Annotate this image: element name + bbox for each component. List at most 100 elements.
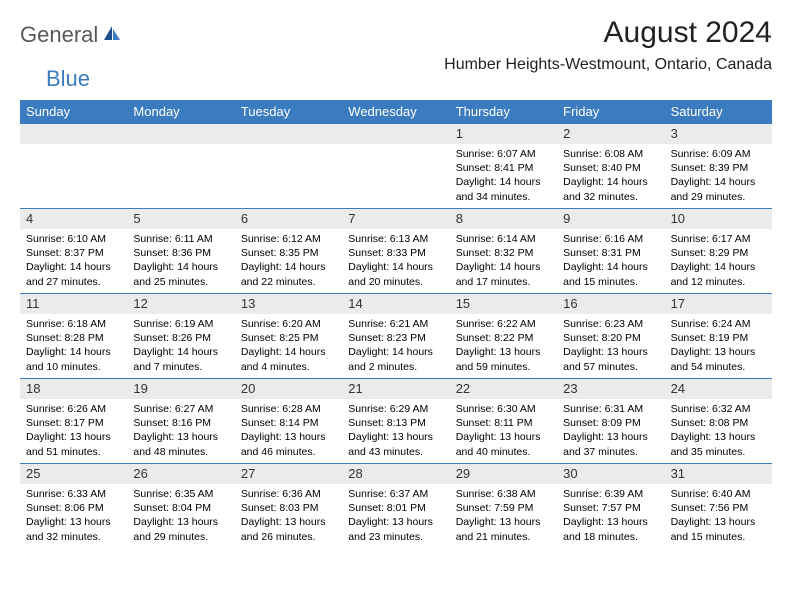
- daylight-text: Daylight: 14 hours and 20 minutes.: [348, 260, 443, 288]
- day-cell: 20Sunrise: 6:28 AMSunset: 8:14 PMDayligh…: [235, 379, 342, 463]
- day-number: 11: [20, 294, 127, 314]
- day-info: Sunrise: 6:12 AMSunset: 8:35 PMDaylight:…: [235, 229, 342, 293]
- day-cell: 5Sunrise: 6:11 AMSunset: 8:36 PMDaylight…: [127, 209, 234, 293]
- day-number: .: [342, 124, 449, 144]
- day-info: Sunrise: 6:09 AMSunset: 8:39 PMDaylight:…: [665, 144, 772, 208]
- day-header-sat: Saturday: [665, 100, 772, 124]
- sunrise-text: Sunrise: 6:09 AM: [671, 147, 766, 161]
- sunrise-text: Sunrise: 6:21 AM: [348, 317, 443, 331]
- day-cell: 15Sunrise: 6:22 AMSunset: 8:22 PMDayligh…: [450, 294, 557, 378]
- daylight-text: Daylight: 14 hours and 29 minutes.: [671, 175, 766, 203]
- sunrise-text: Sunrise: 6:17 AM: [671, 232, 766, 246]
- day-number: 25: [20, 464, 127, 484]
- sunset-text: Sunset: 8:08 PM: [671, 416, 766, 430]
- sunset-text: Sunset: 8:04 PM: [133, 501, 228, 515]
- day-info: Sunrise: 6:40 AMSunset: 7:56 PMDaylight:…: [665, 484, 772, 548]
- day-cell: 13Sunrise: 6:20 AMSunset: 8:25 PMDayligh…: [235, 294, 342, 378]
- day-cell: .: [342, 124, 449, 208]
- sunset-text: Sunset: 8:19 PM: [671, 331, 766, 345]
- sunrise-text: Sunrise: 6:12 AM: [241, 232, 336, 246]
- sunset-text: Sunset: 8:37 PM: [26, 246, 121, 260]
- daylight-text: Daylight: 14 hours and 27 minutes.: [26, 260, 121, 288]
- day-info: Sunrise: 6:13 AMSunset: 8:33 PMDaylight:…: [342, 229, 449, 293]
- sunset-text: Sunset: 7:56 PM: [671, 501, 766, 515]
- logo: General: [20, 16, 124, 48]
- day-number: 9: [557, 209, 664, 229]
- day-info: Sunrise: 6:07 AMSunset: 8:41 PMDaylight:…: [450, 144, 557, 208]
- sunrise-text: Sunrise: 6:30 AM: [456, 402, 551, 416]
- day-cell: 27Sunrise: 6:36 AMSunset: 8:03 PMDayligh…: [235, 464, 342, 548]
- daylight-text: Daylight: 13 hours and 51 minutes.: [26, 430, 121, 458]
- day-number: 6: [235, 209, 342, 229]
- day-number: 14: [342, 294, 449, 314]
- day-cell: 1Sunrise: 6:07 AMSunset: 8:41 PMDaylight…: [450, 124, 557, 208]
- sunrise-text: Sunrise: 6:27 AM: [133, 402, 228, 416]
- sunset-text: Sunset: 8:13 PM: [348, 416, 443, 430]
- day-header-mon: Monday: [127, 100, 234, 124]
- sunrise-text: Sunrise: 6:16 AM: [563, 232, 658, 246]
- sunrise-text: Sunrise: 6:13 AM: [348, 232, 443, 246]
- day-number: 31: [665, 464, 772, 484]
- day-info: Sunrise: 6:37 AMSunset: 8:01 PMDaylight:…: [342, 484, 449, 548]
- day-number: 27: [235, 464, 342, 484]
- day-cell: 9Sunrise: 6:16 AMSunset: 8:31 PMDaylight…: [557, 209, 664, 293]
- day-number: 3: [665, 124, 772, 144]
- logo-text-general: General: [20, 22, 98, 48]
- daylight-text: Daylight: 14 hours and 25 minutes.: [133, 260, 228, 288]
- daylight-text: Daylight: 13 hours and 15 minutes.: [671, 515, 766, 543]
- day-cell: .: [127, 124, 234, 208]
- sunrise-text: Sunrise: 6:39 AM: [563, 487, 658, 501]
- day-number: 8: [450, 209, 557, 229]
- sunset-text: Sunset: 8:35 PM: [241, 246, 336, 260]
- sunset-text: Sunset: 8:33 PM: [348, 246, 443, 260]
- day-cell: 7Sunrise: 6:13 AMSunset: 8:33 PMDaylight…: [342, 209, 449, 293]
- sunset-text: Sunset: 8:20 PM: [563, 331, 658, 345]
- day-cell: 23Sunrise: 6:31 AMSunset: 8:09 PMDayligh…: [557, 379, 664, 463]
- day-header-wed: Wednesday: [342, 100, 449, 124]
- location: Humber Heights-Westmount, Ontario, Canad…: [444, 56, 772, 74]
- sunset-text: Sunset: 8:40 PM: [563, 161, 658, 175]
- daylight-text: Daylight: 14 hours and 4 minutes.: [241, 345, 336, 373]
- day-header-tue: Tuesday: [235, 100, 342, 124]
- sunset-text: Sunset: 8:32 PM: [456, 246, 551, 260]
- day-info: Sunrise: 6:30 AMSunset: 8:11 PMDaylight:…: [450, 399, 557, 463]
- day-cell: .: [20, 124, 127, 208]
- sunset-text: Sunset: 8:26 PM: [133, 331, 228, 345]
- day-cell: 24Sunrise: 6:32 AMSunset: 8:08 PMDayligh…: [665, 379, 772, 463]
- day-cell: 30Sunrise: 6:39 AMSunset: 7:57 PMDayligh…: [557, 464, 664, 548]
- week-row: 4Sunrise: 6:10 AMSunset: 8:37 PMDaylight…: [20, 208, 772, 293]
- sunset-text: Sunset: 8:25 PM: [241, 331, 336, 345]
- month-title: August 2024: [444, 16, 772, 50]
- day-cell: 17Sunrise: 6:24 AMSunset: 8:19 PMDayligh…: [665, 294, 772, 378]
- sunrise-text: Sunrise: 6:18 AM: [26, 317, 121, 331]
- day-info: Sunrise: 6:16 AMSunset: 8:31 PMDaylight:…: [557, 229, 664, 293]
- week-row: ....1Sunrise: 6:07 AMSunset: 8:41 PMDayl…: [20, 124, 772, 208]
- day-cell: 29Sunrise: 6:38 AMSunset: 7:59 PMDayligh…: [450, 464, 557, 548]
- sunrise-text: Sunrise: 6:22 AM: [456, 317, 551, 331]
- sunrise-text: Sunrise: 6:26 AM: [26, 402, 121, 416]
- day-info: Sunrise: 6:39 AMSunset: 7:57 PMDaylight:…: [557, 484, 664, 548]
- logo-text-blue: Blue: [20, 66, 90, 92]
- sunset-text: Sunset: 7:57 PM: [563, 501, 658, 515]
- day-number: 17: [665, 294, 772, 314]
- daylight-text: Daylight: 14 hours and 34 minutes.: [456, 175, 551, 203]
- day-header-fri: Friday: [557, 100, 664, 124]
- day-cell: 14Sunrise: 6:21 AMSunset: 8:23 PMDayligh…: [342, 294, 449, 378]
- daylight-text: Daylight: 14 hours and 22 minutes.: [241, 260, 336, 288]
- day-cell: 25Sunrise: 6:33 AMSunset: 8:06 PMDayligh…: [20, 464, 127, 548]
- sunrise-text: Sunrise: 6:19 AM: [133, 317, 228, 331]
- day-number: 18: [20, 379, 127, 399]
- sunset-text: Sunset: 8:01 PM: [348, 501, 443, 515]
- day-number: 30: [557, 464, 664, 484]
- sunset-text: Sunset: 8:41 PM: [456, 161, 551, 175]
- day-number: 20: [235, 379, 342, 399]
- day-cell: 19Sunrise: 6:27 AMSunset: 8:16 PMDayligh…: [127, 379, 234, 463]
- day-cell: 4Sunrise: 6:10 AMSunset: 8:37 PMDaylight…: [20, 209, 127, 293]
- day-info: Sunrise: 6:21 AMSunset: 8:23 PMDaylight:…: [342, 314, 449, 378]
- day-header-row: Sunday Monday Tuesday Wednesday Thursday…: [20, 100, 772, 124]
- sail-icon: [102, 24, 122, 47]
- day-info: Sunrise: 6:36 AMSunset: 8:03 PMDaylight:…: [235, 484, 342, 548]
- sunset-text: Sunset: 8:17 PM: [26, 416, 121, 430]
- sunset-text: Sunset: 8:11 PM: [456, 416, 551, 430]
- day-cell: 11Sunrise: 6:18 AMSunset: 8:28 PMDayligh…: [20, 294, 127, 378]
